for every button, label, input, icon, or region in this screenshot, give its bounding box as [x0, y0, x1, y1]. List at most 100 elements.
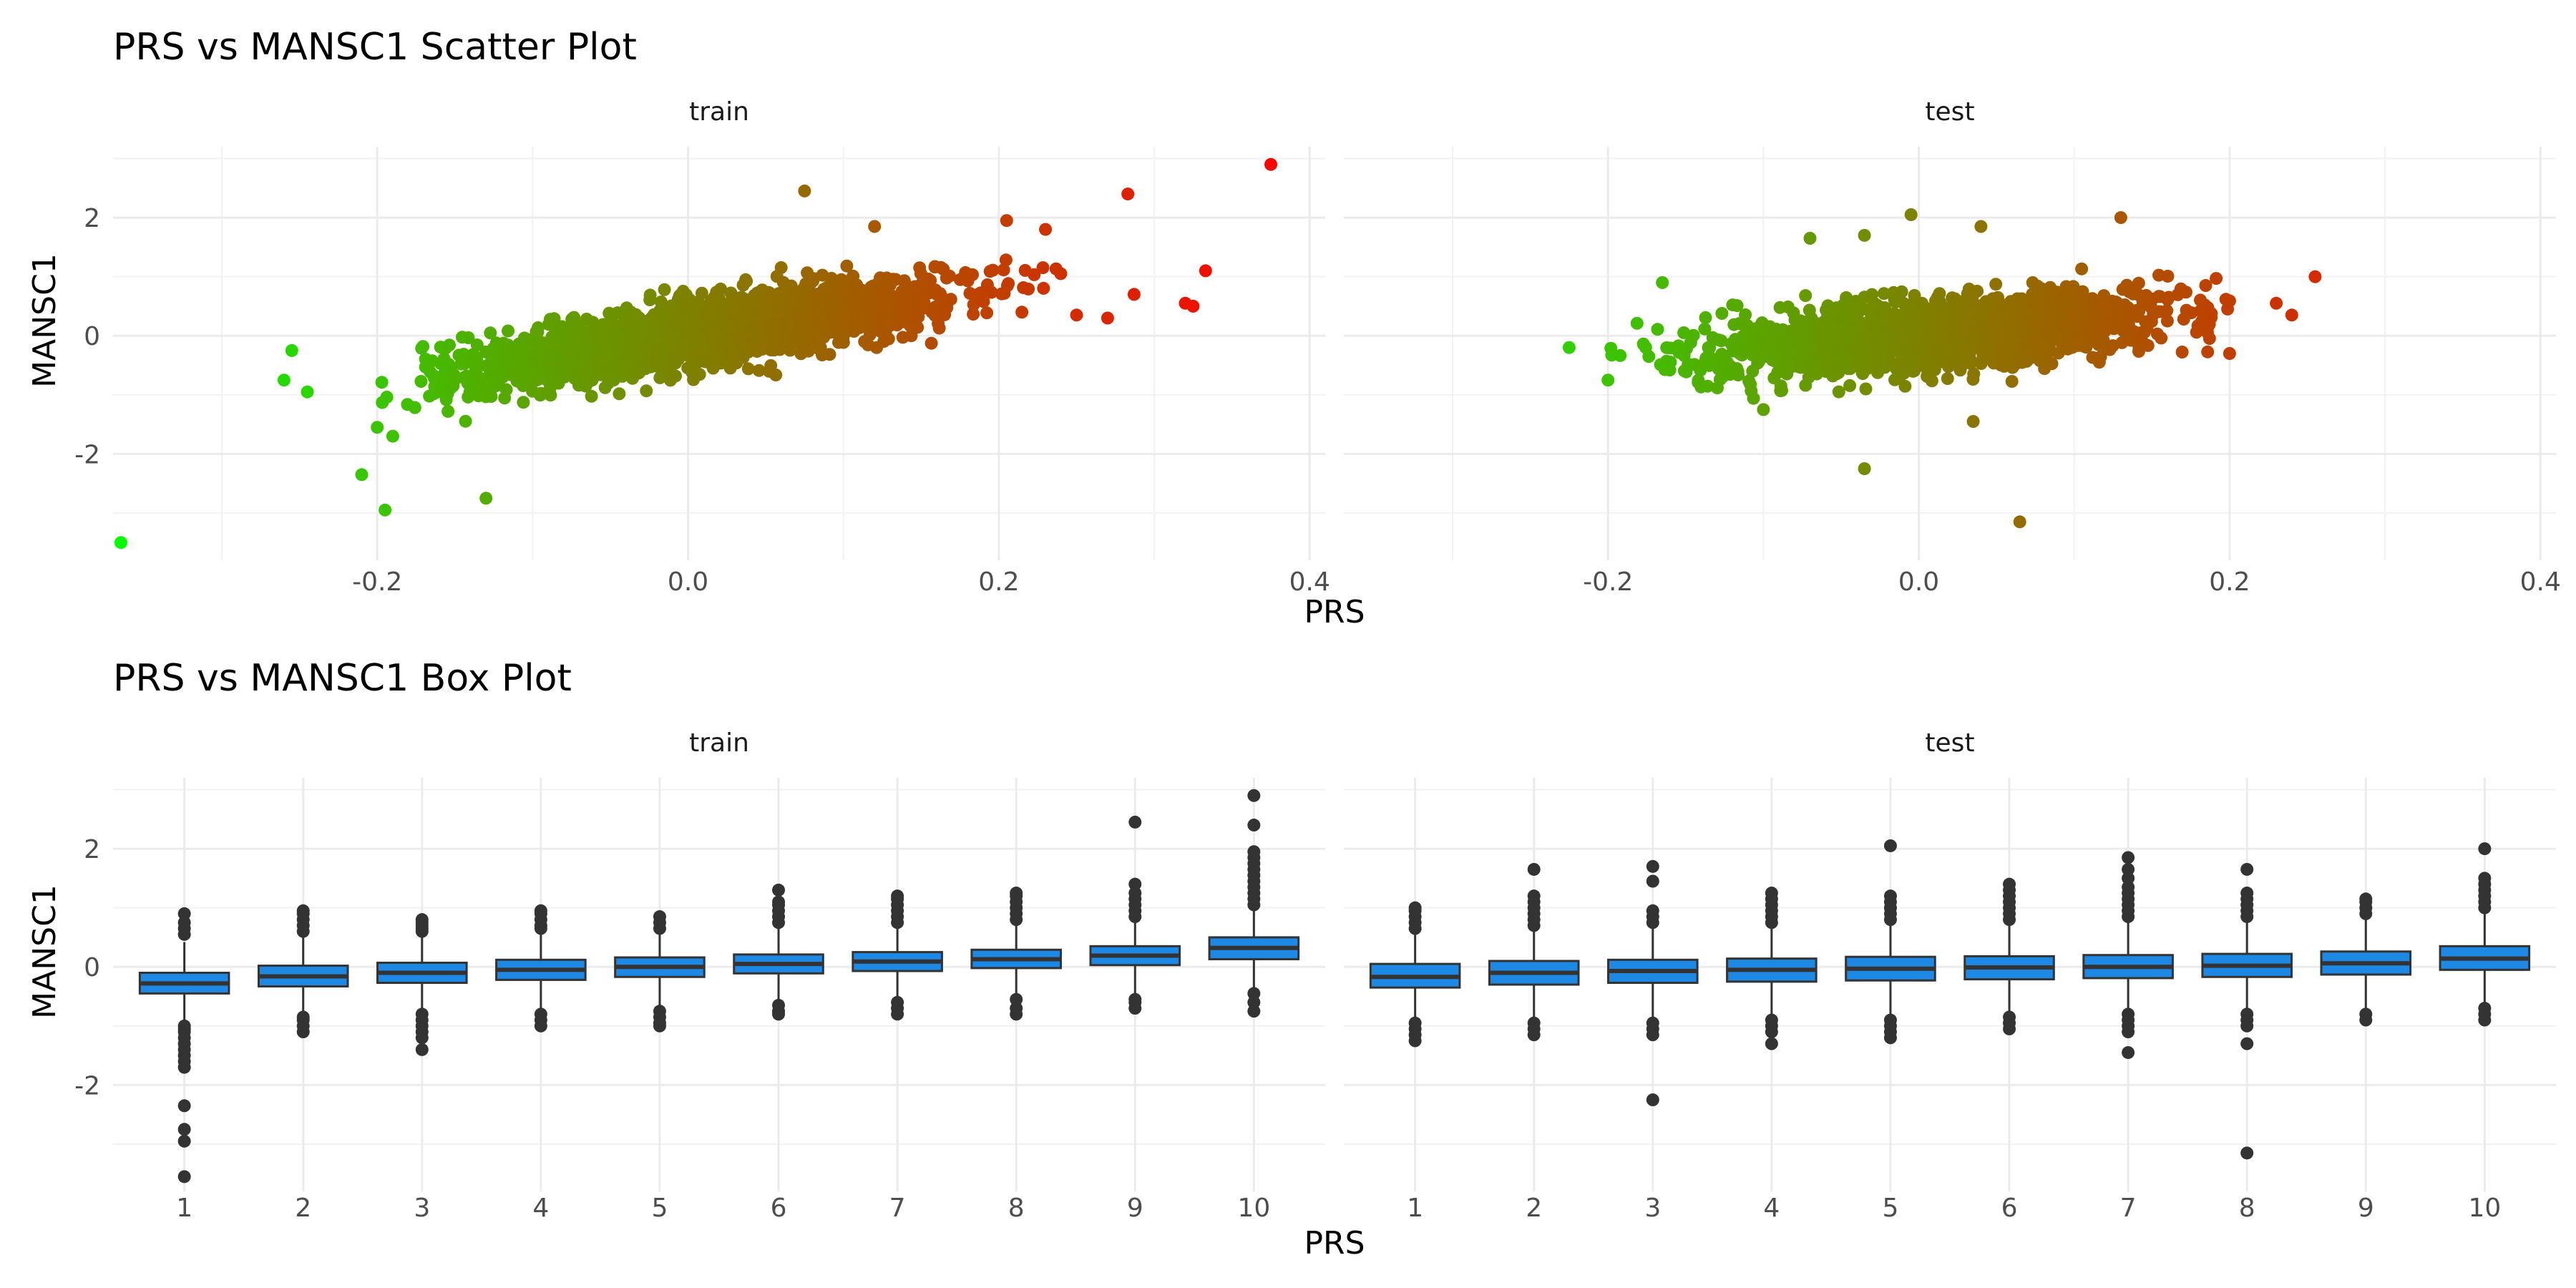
- scatter-point: [707, 356, 721, 370]
- scatter-point: [2223, 294, 2236, 308]
- scatter-point: [736, 278, 750, 292]
- scatter-point: [1715, 307, 1729, 320]
- scatter-x-tick-label: 0.4: [1289, 567, 1330, 597]
- box-outlier-point: [2003, 1022, 2016, 1035]
- box-outlier-point: [2122, 1045, 2135, 1059]
- scatter-point: [1810, 367, 1823, 381]
- scatter-point: [1651, 323, 1664, 336]
- scatter-point: [379, 503, 392, 517]
- scatter-point: [774, 261, 788, 274]
- scatter-point: [2285, 308, 2298, 322]
- scatter-point: [2006, 326, 2020, 340]
- scatter-point: [1803, 232, 1817, 245]
- scatter-point: [375, 376, 389, 389]
- scatter-y-axis-title: MANSC1: [26, 253, 63, 388]
- box-x-tick-label: 4: [532, 1194, 549, 1223]
- box-tick-labels: 1 2 3 4 5 6 7 8 9 10 1 2 3 4 5 6 7 8 9 10 -2 0 2: [74, 835, 2501, 1223]
- box-outlier-point: [177, 1099, 191, 1113]
- scatter-point: [114, 536, 127, 550]
- scatter-point: [1787, 306, 1800, 320]
- scatter-point: [466, 381, 479, 394]
- scatter-point: [2308, 270, 2322, 283]
- scatter-point: [2118, 283, 2132, 296]
- scatter-point: [2160, 314, 2174, 328]
- box-outlier-point: [1883, 1031, 1897, 1045]
- scatter-point: [2031, 299, 2044, 313]
- scatter-point: [519, 374, 533, 387]
- box-plot-title: PRS vs MANSC1 Box Plot: [113, 657, 572, 700]
- scatter-point: [1036, 261, 1050, 275]
- scatter-point: [1713, 373, 1727, 386]
- scatter-point: [1888, 296, 1902, 309]
- scatter-strip-train: train: [689, 97, 749, 127]
- scatter-point: [901, 300, 914, 313]
- scatter-point: [608, 325, 621, 338]
- scatter-point: [1858, 228, 1871, 242]
- scatter-point: [1847, 340, 1860, 353]
- scatter-point: [2033, 314, 2046, 328]
- scatter-point: [861, 301, 874, 315]
- box-outlier-point: [653, 910, 666, 924]
- scatter-point: [1744, 323, 1757, 337]
- scatter-point: [434, 357, 447, 370]
- scatter-point: [1911, 328, 1924, 342]
- scatter-point: [1698, 322, 1712, 336]
- scatter-point: [986, 263, 1000, 277]
- scatter-point: [2099, 323, 2113, 336]
- box-y-axis-title: MANSC1: [26, 884, 63, 1019]
- scatter-point: [724, 286, 738, 300]
- scatter-point: [1931, 340, 1945, 353]
- box-marks: [138, 789, 2531, 1184]
- scatter-point: [1747, 391, 1760, 405]
- box-outlier-point: [891, 1008, 904, 1021]
- scatter-point: [569, 325, 582, 338]
- scatter-point: [484, 326, 497, 340]
- scatter-point: [1862, 303, 1875, 317]
- scatter-point: [648, 350, 661, 364]
- scatter-point: [686, 353, 699, 366]
- box-outlier-point: [1247, 1005, 1261, 1018]
- box-strip-train: train: [689, 728, 749, 758]
- scatter-point: [386, 429, 399, 443]
- scatter-point: [850, 292, 864, 306]
- scatter-point: [620, 301, 633, 315]
- box-outlier-point: [1128, 815, 1142, 829]
- scatter-point: [552, 364, 565, 377]
- scatter-strip-test: test: [1925, 97, 1974, 127]
- box-x-tick-label: 2: [295, 1194, 311, 1223]
- box-outlier-point: [415, 913, 429, 927]
- scatter-point: [1921, 370, 1934, 383]
- scatter-point: [997, 263, 1010, 277]
- scatter-point: [1264, 157, 1277, 171]
- scatter-point: [544, 389, 557, 402]
- scatter-point: [1727, 344, 1740, 358]
- box-x-tick-label: 10: [2468, 1194, 2501, 1223]
- box-outlier-point: [1883, 889, 1897, 903]
- scatter-point: [675, 339, 689, 353]
- scatter-point: [2026, 276, 2039, 289]
- scatter-point: [1991, 291, 2004, 304]
- scatter-point: [443, 338, 456, 352]
- scatter-point: [447, 371, 461, 384]
- scatter-point: [613, 387, 626, 401]
- scatter-point: [930, 288, 943, 301]
- scatter-point: [963, 286, 977, 300]
- box-outlier-point: [177, 916, 191, 930]
- scatter-point: [1795, 351, 1808, 364]
- box-outlier-point: [534, 1019, 547, 1033]
- scatter-point: [2019, 346, 2033, 360]
- scatter-point: [1997, 305, 2011, 318]
- scatter-point: [2109, 296, 2122, 308]
- box-outlier-point: [772, 895, 786, 909]
- scatter-point: [1799, 379, 1813, 392]
- box-outlier-point: [1646, 904, 1659, 917]
- scatter-point: [1995, 343, 2009, 356]
- scatter-point: [479, 390, 492, 404]
- scatter-point: [1810, 317, 1824, 331]
- scatter-point: [1835, 311, 1848, 325]
- box-outlier-point: [1247, 845, 1261, 859]
- scatter-point: [735, 337, 748, 351]
- scatter-point: [2145, 301, 2158, 315]
- scatter-point: [2180, 303, 2193, 317]
